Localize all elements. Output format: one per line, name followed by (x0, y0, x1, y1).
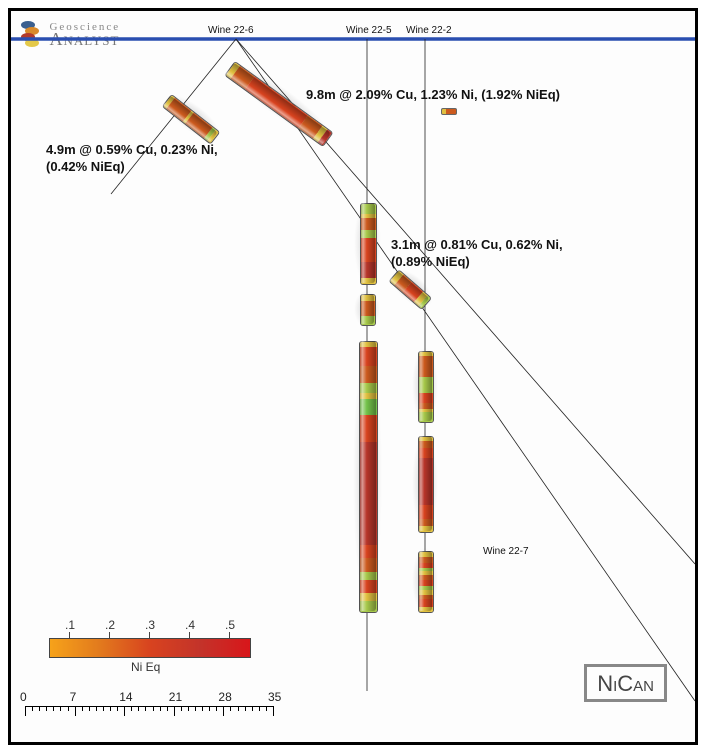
grade-band (361, 238, 376, 262)
short-intercept-marker (441, 108, 457, 115)
grade-band (419, 393, 433, 404)
grade-band (361, 316, 375, 325)
grade-band (360, 347, 377, 366)
drill-intercept (360, 203, 375, 283)
legend-tick: .1 (65, 618, 75, 632)
scale-label: 35 (268, 690, 281, 704)
hole-label: Wine 22-7 (483, 546, 529, 557)
grade-band (419, 505, 433, 518)
grade-band (360, 558, 377, 572)
grade-band (419, 441, 433, 449)
scale-label: 14 (119, 690, 132, 704)
grade-band (419, 599, 433, 606)
drill-intercept (418, 551, 432, 611)
grade-band (419, 412, 433, 422)
grade-band (360, 572, 377, 580)
hole-label: Wine 22-2 (406, 25, 452, 36)
grade-band (361, 278, 376, 284)
grade-band (360, 383, 377, 394)
drill-intercept (359, 341, 376, 611)
grade-band (361, 262, 376, 278)
grade-band (419, 356, 433, 377)
scale-label: 0 (20, 690, 27, 704)
drill-trace (236, 39, 695, 701)
drill-intercept (360, 294, 374, 324)
legend-tick: .5 (225, 618, 235, 632)
grade-band (419, 526, 433, 532)
grade-band (361, 204, 376, 214)
grade-band (360, 580, 377, 594)
plot-canvas: Geoscience Analyst Wine 22-6Wine 22-5Win… (11, 11, 695, 742)
grade-band (360, 366, 377, 382)
assay-annotation: 9.8m @ 2.09% Cu, 1.23% Ni, (1.92% NiEq) (306, 86, 560, 103)
scale-axis (25, 706, 273, 707)
grade-band (419, 448, 433, 458)
figure-frame: Geoscience Analyst Wine 22-6Wine 22-5Win… (8, 8, 698, 745)
legend-tick: .2 (105, 618, 115, 632)
assay-annotation: 4.9m @ 0.59% Cu, 0.23% Ni,(0.42% NiEq) (46, 141, 218, 175)
grade-band (419, 458, 433, 506)
legend-tick: .3 (145, 618, 155, 632)
grade-band (360, 442, 377, 545)
drill-intercept (418, 436, 432, 531)
grade-band (361, 301, 375, 316)
grade-band (360, 399, 377, 415)
grade-band (360, 415, 377, 442)
legend-bar (49, 638, 251, 658)
grade-band (419, 519, 433, 527)
legend-tick: .4 (185, 618, 195, 632)
grade-band (361, 230, 376, 238)
assay-annotation: 3.1m @ 0.81% Cu, 0.62% Ni,(0.89% NiEq) (391, 236, 563, 270)
grade-band (360, 601, 377, 612)
grade-band (360, 593, 377, 601)
nieq-legend: .1 .2 .3 .4 .5 Ni Eq (49, 618, 249, 678)
nican-text: NiCan (597, 671, 654, 696)
scale-label: 28 (218, 690, 231, 704)
grade-band (419, 377, 433, 392)
hole-label: Wine 22-6 (208, 25, 254, 36)
grade-band (360, 545, 377, 559)
scale-label: 21 (169, 690, 182, 704)
hole-label: Wine 22-5 (346, 25, 392, 36)
scale-label: 7 (70, 690, 77, 704)
drill-intercept (418, 351, 432, 421)
nican-logo: NiCan (584, 664, 667, 702)
legend-title: Ni Eq (131, 660, 160, 674)
grade-band (361, 218, 376, 230)
grade-band (419, 607, 433, 612)
